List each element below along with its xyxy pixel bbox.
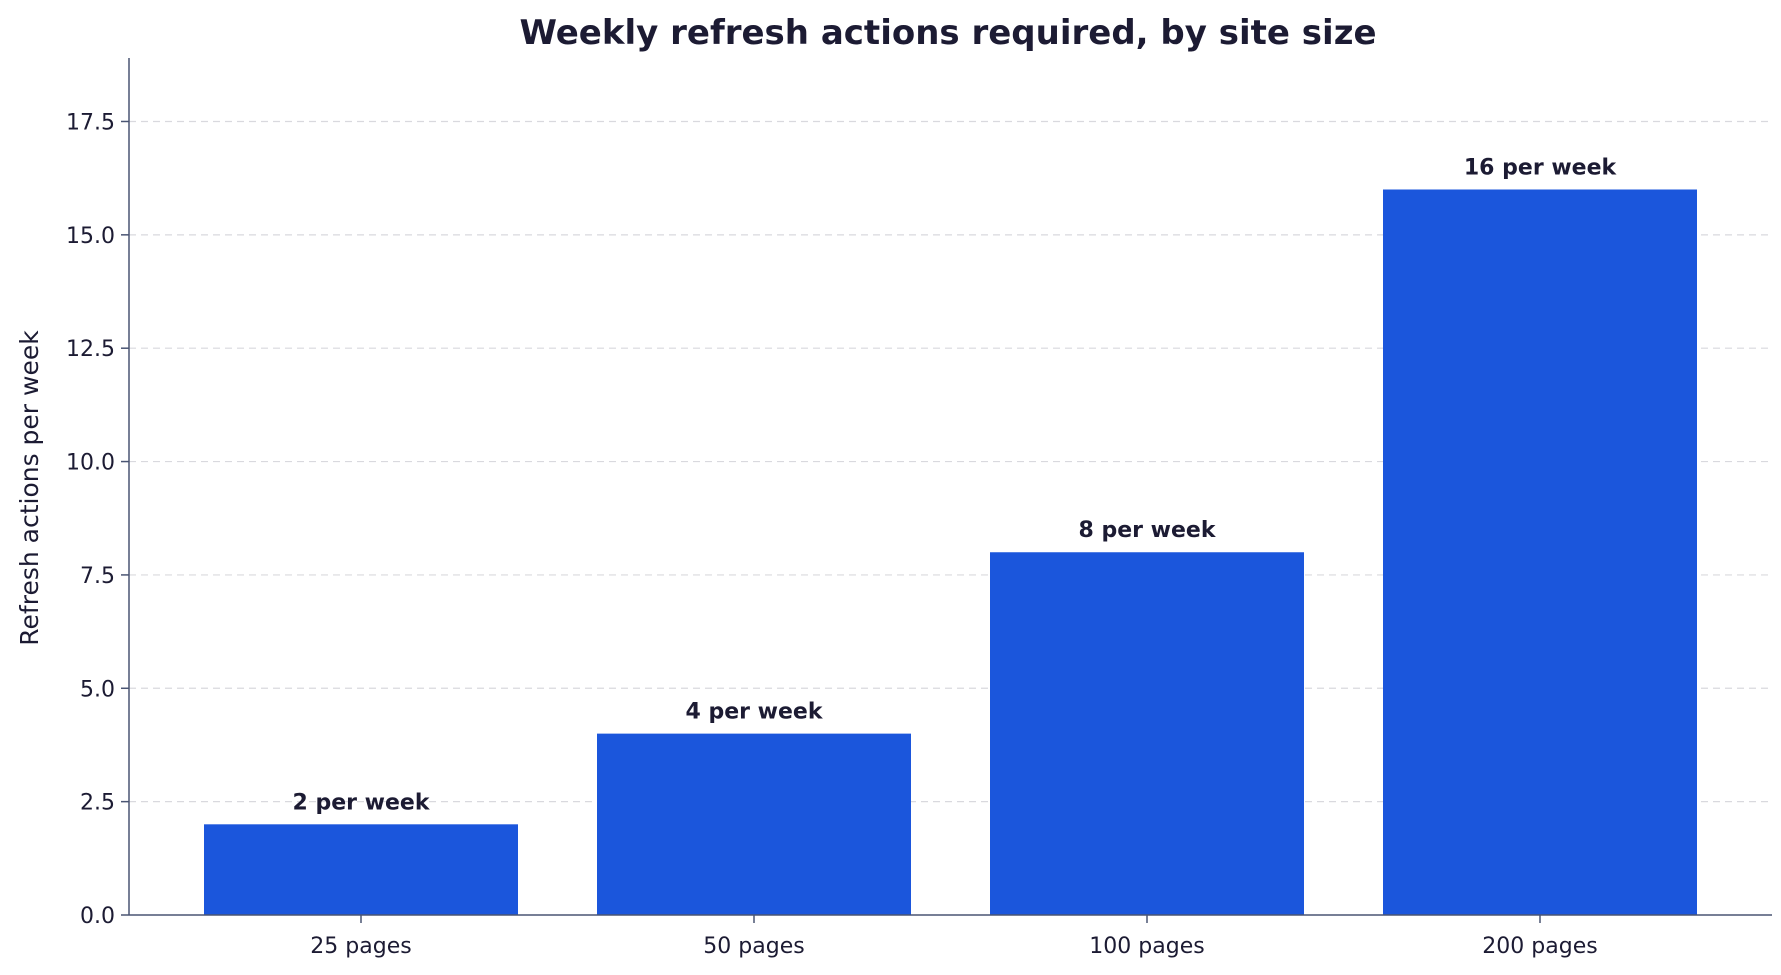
x-tick-label: 50 pages	[703, 934, 804, 959]
x-tick-label: 100 pages	[1089, 934, 1204, 959]
bar	[1383, 189, 1697, 915]
y-tick-label: 0.0	[80, 904, 115, 929]
chart-title: Weekly refresh actions required, by site…	[519, 13, 1376, 53]
y-tick-label: 7.5	[80, 564, 115, 589]
bar	[204, 824, 518, 915]
bar-data-label: 8 per week	[1079, 518, 1217, 543]
bar-data-label: 2 per week	[293, 790, 431, 815]
y-tick-label: 17.5	[66, 110, 115, 135]
bar	[990, 552, 1304, 915]
axes: 0.0 2.5 5.0 7.5 10.0 12.5 15.0 17.5 25 pages 50 p…	[66, 58, 1772, 959]
y-tick-label: 2.5	[80, 791, 115, 816]
y-tick-label: 5.0	[80, 677, 115, 702]
x-tick-label: 25 pages	[310, 934, 411, 959]
data-labels: 2 per week 4 per week 8 per week 16 per wee…	[293, 155, 1618, 815]
bars	[204, 189, 1697, 915]
y-tick-label: 12.5	[66, 337, 115, 362]
y-axis-label: Refresh actions per week	[15, 330, 44, 646]
y-tick-label: 15.0	[66, 224, 115, 249]
y-tick-label: 10.0	[66, 451, 115, 476]
bar	[597, 733, 911, 915]
bar-data-label: 4 per week	[686, 700, 824, 725]
bar-data-label: 16 per week	[1464, 155, 1618, 180]
x-tick-label: 200 pages	[1482, 934, 1597, 959]
